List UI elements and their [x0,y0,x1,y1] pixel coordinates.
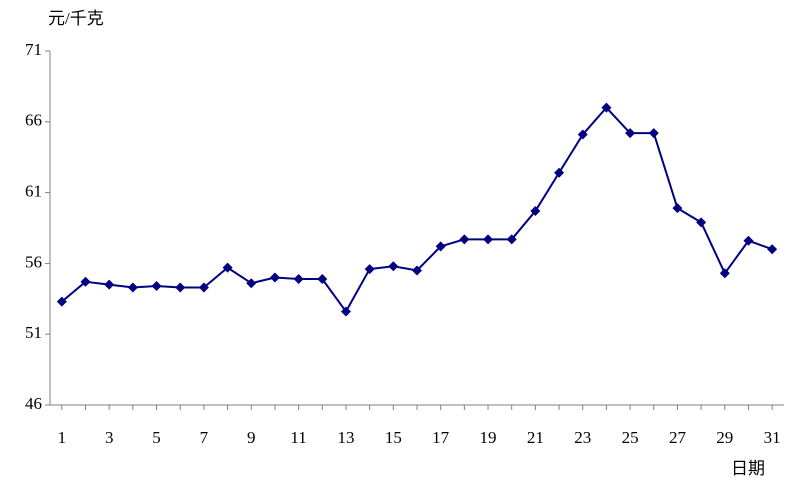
x-tick-label: 5 [152,428,161,447]
x-tick-label: 15 [385,428,402,447]
y-axis-label: 元/千克 [48,9,104,28]
x-tick-label: 7 [200,428,209,447]
marker [269,272,280,283]
marker [625,128,636,139]
marker [435,241,446,252]
y-tick-label: 56 [25,252,42,271]
x-tick-label: 9 [247,428,256,447]
marker [648,128,659,139]
y-tick-label: 51 [25,323,42,342]
marker [56,296,67,307]
marker [340,306,351,317]
marker [459,234,470,245]
marker [577,129,588,140]
marker [412,265,422,276]
marker [530,206,541,217]
x-tick-label: 21 [527,428,544,447]
y-tick-label: 46 [25,394,42,413]
marker [554,167,565,178]
y-tick-label: 66 [25,111,42,130]
x-tick-label: 1 [58,428,67,447]
marker [293,273,304,284]
line [61,106,773,314]
marker [483,234,494,245]
marker [743,235,754,246]
marker [246,278,257,289]
x-tick-label: 25 [622,428,639,447]
marker [222,262,233,273]
marker [719,268,730,279]
marker [198,282,209,293]
marker [317,273,328,284]
x-tick-label: 31 [764,428,781,447]
x-tick-label: 27 [669,428,687,447]
marker [151,281,162,292]
marker [388,261,399,272]
marker [104,279,115,290]
marker [175,282,186,293]
x-tick-label: 13 [337,428,354,447]
marker [127,282,138,293]
x-axis-label: 日期 [731,459,765,478]
x-tick-label: 29 [716,428,733,447]
y-tick-label: 61 [25,182,42,201]
marker [601,102,612,113]
x-tick-label: 11 [290,428,306,447]
marker [80,276,91,287]
x-tick-label: 23 [574,428,591,447]
y-tick-label: 71 [25,40,42,59]
marker [767,244,778,255]
marker [506,234,517,245]
marker [364,264,375,275]
marker [672,203,683,214]
x-tick-label: 19 [480,428,497,447]
marker [696,217,707,228]
x-tick-label: 3 [105,428,114,447]
x-tick-label: 17 [432,428,450,447]
